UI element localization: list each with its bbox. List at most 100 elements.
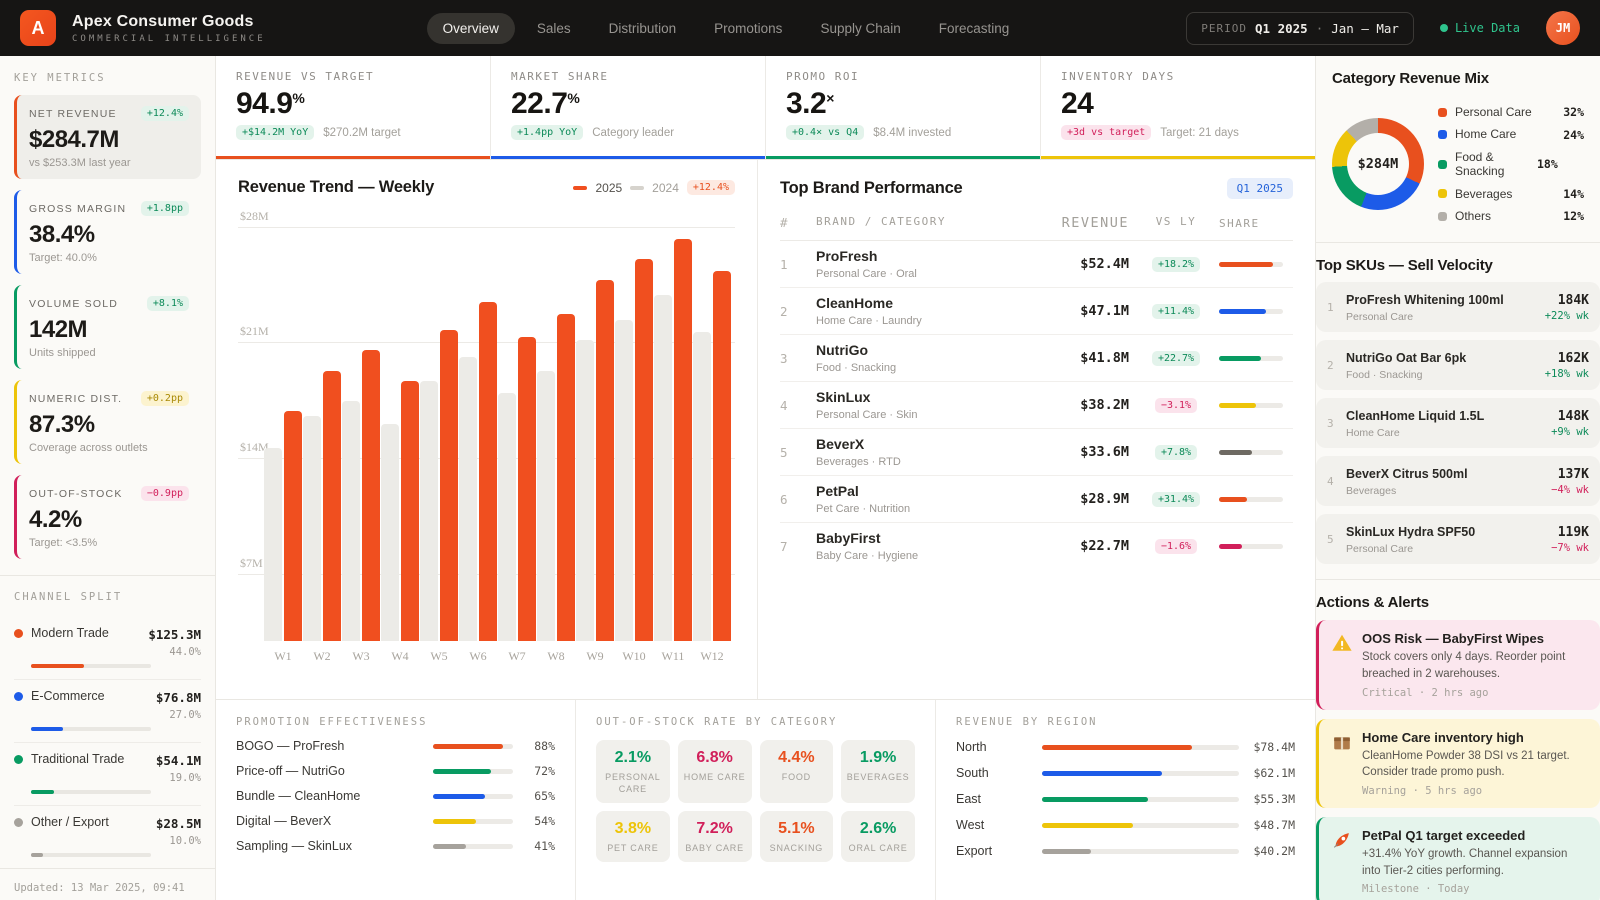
- promo-bar-fill: [433, 818, 477, 824]
- mix-legend-home-care: Home Care 24%: [1438, 123, 1584, 145]
- brand-vsly-badge: −1.6%: [1154, 538, 1198, 554]
- bar-2024: [693, 331, 711, 641]
- channel-bar-fill: [31, 664, 84, 668]
- channel-split-list: Modern Trade $125.3M 44.0% E-Commerce $7…: [14, 617, 201, 868]
- sku-card-nutrigo-oat-bar[interactable]: 2 NutriGo Oat Bar 6pk Food · Snacking 162…: [1316, 340, 1600, 391]
- period-label: PERIOD: [1201, 21, 1247, 35]
- sku-card-skinlux-hydra[interactable]: 5 SkinLux Hydra SPF50 Personal Care 119K −…: [1316, 514, 1600, 565]
- brand-rank: 2: [780, 303, 788, 319]
- promo-name: Sampling — SkinLux: [236, 839, 353, 853]
- legend-dot-icon: [1438, 107, 1447, 117]
- brand-revenue: $22.7M: [1080, 538, 1129, 554]
- channel-value: $76.8M: [155, 690, 201, 705]
- region-value: $48.7M: [1253, 818, 1295, 832]
- chart-x-tick-label: W8: [547, 649, 565, 663]
- brand-category: Home Care · Laundry: [816, 315, 922, 327]
- brand-row-babyfirst[interactable]: 7 BabyFirst Baby Care · Hygiene $22.7M −1…: [780, 523, 1293, 569]
- sku-card-profresh-whitening[interactable]: 1 ProFresh Whitening 100ml Personal Care …: [1316, 282, 1600, 333]
- brand-name: PetPal: [816, 483, 859, 499]
- channel-name: Modern Trade: [31, 626, 109, 640]
- oos-value: 1.9%: [859, 749, 897, 766]
- live-data-indicator: Live Data: [1439, 21, 1520, 35]
- share-bar-fill: [1219, 496, 1248, 502]
- nav-tab-supply-chain[interactable]: Supply Chain: [820, 20, 901, 36]
- chart-x-tick-label: W9: [586, 649, 604, 663]
- brand-row-cleanhome[interactable]: 2 CleanHome Home Care · Laundry $47.1M +1…: [780, 288, 1293, 335]
- revenue-by-region-panel: REVENUE BY REGION North $78.4M South $62…: [936, 700, 1315, 900]
- updated-timestamp: Updated: 13 Mar 2025, 09:41: [0, 868, 215, 900]
- brand-vsly-badge: −3.1%: [1154, 397, 1198, 413]
- brand-row-petpal[interactable]: 6 PetPal Pet Care · Nutrition $28.9M +31.…: [780, 476, 1293, 523]
- bar-2025: [713, 270, 731, 641]
- alert-inventory-high[interactable]: Home Care inventory high CleanHome Powde…: [1316, 718, 1600, 809]
- bar-2024: [615, 320, 633, 641]
- metric-card-numeric-dist[interactable]: NUMERIC DIST. +0.2pp 87.3% Coverage acro…: [14, 380, 201, 464]
- channel-row-traditional-trade[interactable]: Traditional Trade $54.1M 19.0%: [14, 743, 201, 806]
- oos-value: 4.4%: [778, 749, 815, 766]
- metric-card-gross-margin[interactable]: GROSS MARGIN +1.8pp 38.4% Target: 40.0%: [14, 190, 201, 274]
- alert-title: PetPal Q1 target exceeded: [1362, 828, 1526, 844]
- nav-tab-overview[interactable]: Overview: [426, 12, 515, 44]
- share-bar-track: [1219, 402, 1283, 408]
- alert-oos-risk[interactable]: OOS Risk — BabyFirst Wipes Stock covers …: [1316, 620, 1600, 710]
- header-vsly: VS LY: [1155, 215, 1197, 228]
- sku-name: ProFresh Whitening 100ml: [1346, 293, 1504, 308]
- bar-2025: [596, 280, 614, 641]
- share-bar-fill: [1219, 402, 1257, 408]
- brand-row-profresh[interactable]: 1 ProFresh Personal Care · Oral $52.4M +1…: [780, 241, 1293, 288]
- brand-row-skinlux[interactable]: 4 SkinLux Personal Care · Skin $38.2M −3.…: [780, 382, 1293, 429]
- chart-legend: 2025 2024 +12.4%: [573, 180, 735, 195]
- share-bar-fill: [1219, 308, 1266, 314]
- promo-name: Price-off — NutriGo: [236, 764, 345, 778]
- metric-card-volume-sold[interactable]: VOLUME SOLD +8.1% 142M Units shipped: [14, 285, 201, 369]
- sku-change: +9% wk: [1551, 425, 1589, 438]
- kpi-value: 94.9%: [236, 87, 305, 120]
- nav-tab-promotions[interactable]: Promotions: [714, 20, 783, 36]
- bar-group-w2: [303, 211, 341, 641]
- metric-label: NUMERIC DIST.: [29, 392, 123, 405]
- share-bar-track: [1219, 355, 1283, 361]
- chart-x-tick-label: W10: [622, 649, 646, 663]
- channel-bar-track: [31, 853, 151, 857]
- nav-tab-forecasting[interactable]: Forecasting: [938, 20, 1010, 36]
- channel-row-e-commerce[interactable]: E-Commerce $76.8M 27.0%: [14, 680, 201, 743]
- kpi-revenue-vs-target: REVENUE VS TARGET 94.9% +$14.2M YoY $270…: [216, 56, 491, 159]
- chart-x-tick-label: W7: [508, 649, 526, 663]
- header-share: SHARE: [1219, 216, 1260, 230]
- kpi-accent-bar: [216, 156, 490, 159]
- alert-target-exceeded[interactable]: PetPal Q1 target exceeded +31.4% YoY gro…: [1316, 817, 1600, 900]
- metric-card-out-of-stock[interactable]: OUT-OF-STOCK −0.9pp 4.2% Target: <3.5%: [14, 475, 201, 559]
- nav-tab-sales[interactable]: Sales: [536, 20, 571, 36]
- sku-category: Personal Care: [1346, 543, 1414, 556]
- package-icon: [1334, 737, 1350, 750]
- bar-group-w10: [615, 211, 653, 641]
- bar-2024: [381, 424, 399, 641]
- brand-revenue: $41.8M: [1080, 350, 1129, 366]
- user-avatar[interactable]: JM: [1545, 11, 1580, 45]
- brand-period-badge: Q1 2025: [1226, 178, 1293, 199]
- header-revenue: REVENUE: [1061, 215, 1129, 231]
- share-bar-fill: [1219, 543, 1243, 549]
- region-bar-fill: [1042, 796, 1149, 802]
- category-mix-donut-chart: $284M: [1332, 118, 1424, 211]
- channel-value: $28.5M: [155, 816, 201, 831]
- bar-group-w8: [537, 211, 575, 641]
- sku-card-beverx-citrus[interactable]: 4 BeverX Citrus 500ml Beverages 137K −4% w…: [1316, 456, 1600, 507]
- sku-card-cleanhome-liquid[interactable]: 3 CleanHome Liquid 1.5L Home Care 148K +9%…: [1316, 398, 1600, 449]
- metric-card-net-revenue[interactable]: NET REVENUE +12.4% $284.7M vs $253.3M la…: [14, 95, 201, 179]
- sku-change: −7% wk: [1551, 541, 1589, 554]
- promo-bar-track: [433, 843, 513, 849]
- bottom-panels: PROMOTION EFFECTIVENESS BOGO — ProFresh …: [216, 700, 1315, 900]
- channel-row-modern-trade[interactable]: Modern Trade $125.3M 44.0%: [14, 617, 201, 680]
- app-title: Apex Consumer Goods: [72, 12, 254, 30]
- metric-label: VOLUME SOLD: [29, 297, 119, 310]
- nav-tab-distribution[interactable]: Distribution: [608, 20, 677, 36]
- channel-row-other-export[interactable]: Other / Export $28.5M 10.0%: [14, 806, 201, 868]
- chart-bars: [264, 211, 731, 641]
- brand-row-beverx[interactable]: 5 BeverX Beverages · RTD $33.6M +7.8%: [780, 429, 1293, 476]
- oos-tile-snacking: 5.1% SNACKING: [759, 811, 834, 863]
- region-name: West: [956, 818, 985, 832]
- brand-row-nutrigo[interactable]: 3 NutriGo Food · Snacking $41.8M +22.7%: [780, 335, 1293, 382]
- period-selector[interactable]: PERIOD Q1 2025 · Jan — Mar: [1186, 11, 1414, 45]
- oos-tile-home-care: 6.8% HOME CARE: [677, 740, 752, 804]
